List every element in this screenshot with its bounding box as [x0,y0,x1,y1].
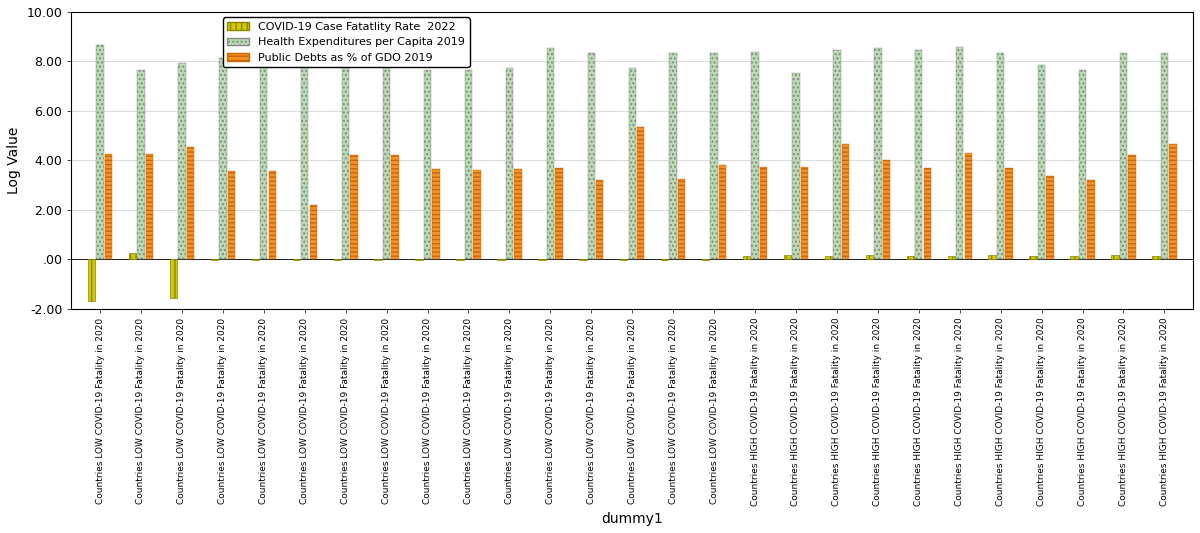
Bar [989,255,996,259]
Bar [661,259,668,261]
Bar [252,259,259,261]
Bar [702,259,709,261]
Bar [301,64,308,259]
Bar [596,180,604,259]
Bar [424,70,431,259]
Legend: COVID-19 Case Fatatlity Rate  2022, Health Expenditures per Capita 2019, Public : COVID-19 Case Fatatlity Rate 2022, Healt… [223,18,469,68]
Bar [1038,65,1045,259]
Bar [220,58,227,259]
Bar [1128,156,1135,259]
Bar [556,168,563,259]
Bar [620,259,628,261]
Bar [432,169,439,259]
Bar [948,256,955,259]
Bar [137,70,145,259]
Bar [169,259,178,297]
Bar [637,127,644,259]
Bar [580,259,587,261]
Bar [916,50,923,259]
Bar [751,52,758,259]
Bar [1030,256,1037,259]
Bar [515,169,522,259]
Bar [415,259,422,261]
Bar [792,72,799,259]
Bar [342,50,349,259]
Bar [841,144,850,259]
Bar [96,45,103,259]
Bar [710,53,718,259]
Bar [865,255,874,259]
Bar [464,70,472,259]
Bar [883,160,890,259]
Bar [784,255,791,259]
Bar [547,48,554,259]
Bar [334,259,341,261]
Bar [629,68,636,259]
Bar [1006,168,1013,259]
Bar [497,259,505,261]
Bar [128,253,137,259]
X-axis label: dummy1: dummy1 [601,512,664,526]
Bar [104,154,113,259]
Bar [473,170,481,259]
Bar [538,259,546,261]
Bar [1160,53,1168,259]
Bar [997,53,1004,259]
Bar [760,166,767,259]
Bar [1087,180,1094,259]
Bar [670,53,677,259]
Bar [965,153,972,259]
Bar [678,179,685,259]
Bar [1169,144,1176,259]
Bar [907,256,914,259]
Bar [1079,70,1086,259]
Bar [956,46,964,259]
Bar [187,147,194,259]
Bar [179,63,186,259]
Bar [391,156,398,259]
Bar [269,172,276,259]
Bar [310,205,317,259]
Bar [1070,256,1078,259]
Bar [293,259,300,261]
Y-axis label: Log Value: Log Value [7,127,20,194]
Bar [924,168,931,259]
Bar [719,165,726,259]
Bar [88,259,95,301]
Bar [743,256,750,259]
Bar [874,48,882,259]
Bar [383,48,390,259]
Bar [505,68,514,259]
Bar [260,66,268,259]
Bar [456,259,463,261]
Bar [350,156,358,259]
Bar [824,256,832,259]
Bar [800,166,808,259]
Bar [1046,176,1054,259]
Bar [145,154,154,259]
Bar [1111,255,1118,259]
Bar [588,53,595,259]
Bar [211,259,218,261]
Bar [833,50,840,259]
Bar [228,172,235,259]
Bar [1120,53,1127,259]
Bar [1152,256,1159,259]
Bar [374,259,382,261]
